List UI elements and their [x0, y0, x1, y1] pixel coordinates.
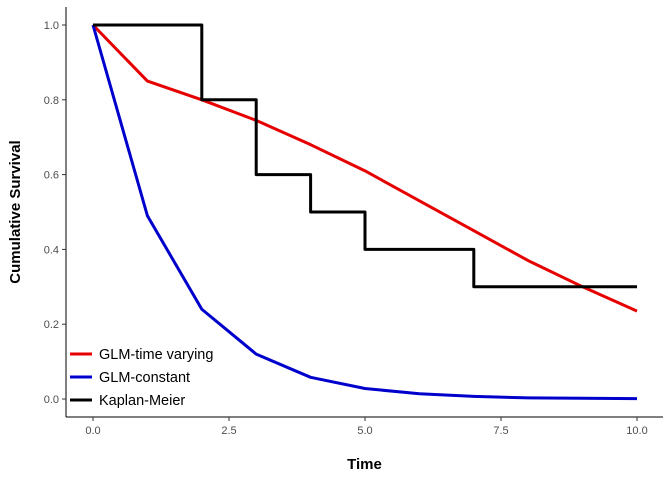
x-axis-title: Time [347, 456, 382, 473]
x-tick-label: 10.0 [626, 425, 647, 437]
legend: GLM-time varying GLM-constant Kaplan-Meier [70, 347, 213, 409]
series-layer [91, 23, 638, 401]
y-tick-label: 0.4 [44, 244, 59, 256]
series-line-glm-time-varying [91, 23, 638, 313]
y-tick-label: 0.2 [44, 319, 59, 331]
y-tick-label: 0.6 [44, 170, 59, 182]
x-axis-ticks: 0.0 2.5 5.0 7.5 10.0 [85, 417, 648, 437]
legend-label-kaplan-meier: Kaplan-Meier [99, 393, 185, 409]
y-tick-label: 0.0 [44, 394, 59, 406]
x-tick-label: 5.0 [357, 425, 372, 437]
series-line-kaplan-meier [93, 23, 637, 289]
y-axis-title: Cumulative Survival [7, 140, 24, 283]
y-axis-ticks: 0.0 0.2 0.4 0.6 0.8 1.0 [44, 20, 66, 406]
x-tick-label: 7.5 [493, 425, 508, 437]
x-tick-label: 0.0 [85, 425, 100, 437]
y-tick-label: 0.8 [44, 95, 59, 107]
legend-label-glm-time-varying: GLM-time varying [99, 347, 213, 363]
x-tick-label: 2.5 [221, 425, 236, 437]
y-tick-label: 1.0 [44, 20, 59, 32]
series-line-glm-constant [91, 24, 638, 401]
legend-label-glm-constant: GLM-constant [99, 370, 190, 386]
